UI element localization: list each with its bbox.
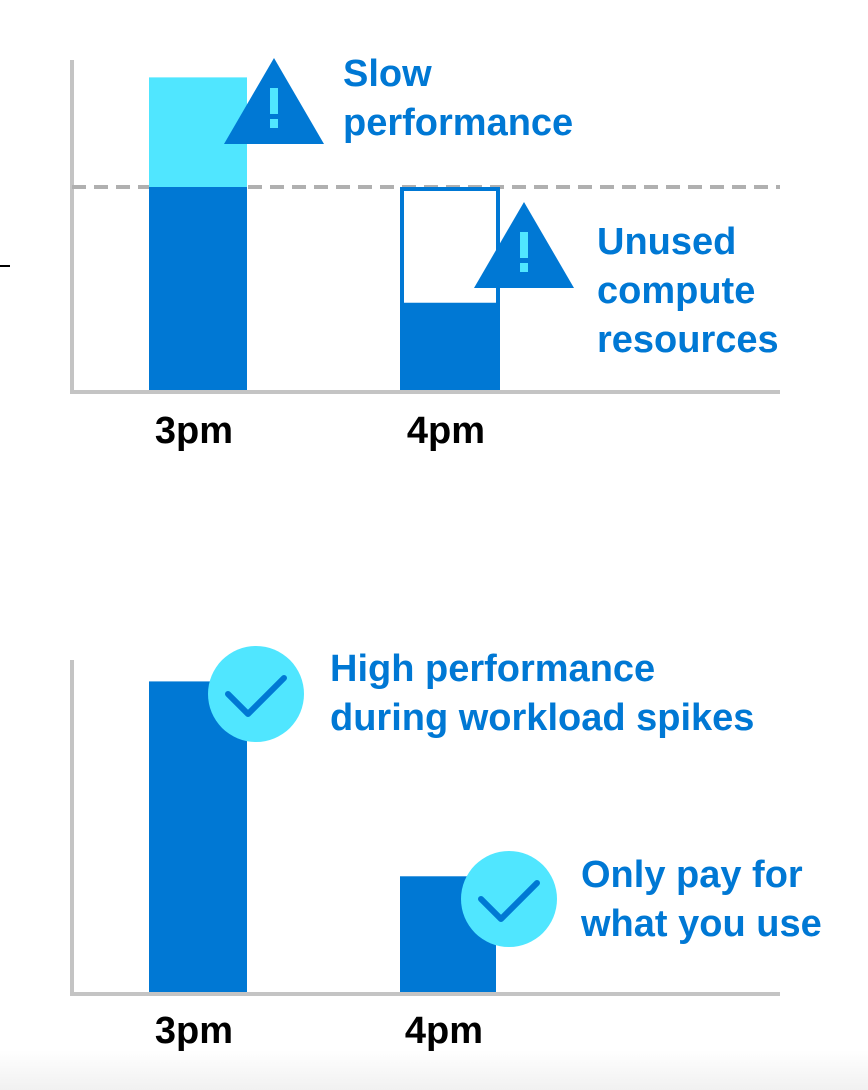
bar-3pm-used xyxy=(149,187,247,390)
annotation-text-line: compute xyxy=(597,270,755,312)
bar-3pm-excess xyxy=(149,77,247,187)
annotation-text-line: resources xyxy=(597,319,779,361)
warning-bar-mark xyxy=(520,232,528,258)
warning-bar-mark xyxy=(270,88,278,114)
tick-label-4pm: 4pm xyxy=(405,1010,483,1052)
annotation-text-line: High performance xyxy=(330,648,655,690)
autoscale-chart: 3pm 4pm High performance during workload sp… xyxy=(70,646,822,1052)
fixed-capacity-chart: 3pm 4pm Slow performance Unused compute resour… xyxy=(70,53,780,452)
annotation-text-line: performance xyxy=(343,102,573,144)
annotation-text-line: Unused xyxy=(597,221,736,263)
checkmark-circle-icon xyxy=(208,646,304,742)
bar-4pm-used xyxy=(400,304,500,390)
annotation-text-line: Slow xyxy=(343,53,432,95)
checkmark-stroke xyxy=(225,675,287,717)
annotation-text-line: Only pay for xyxy=(581,854,803,896)
warning-dot-mark xyxy=(520,263,528,272)
bottom-fade xyxy=(0,1050,868,1090)
tick-label-4pm: 4pm xyxy=(407,410,485,452)
tick-label-3pm: 3pm xyxy=(155,1010,233,1052)
checkmark-stroke xyxy=(478,880,540,922)
warning-dot-mark xyxy=(270,119,278,128)
tick-label-3pm: 3pm xyxy=(155,410,233,452)
annotation-text-line: during workload spikes xyxy=(330,697,754,739)
checkmark-circle-icon xyxy=(461,851,557,947)
annotation-text-line: what you use xyxy=(580,903,822,945)
